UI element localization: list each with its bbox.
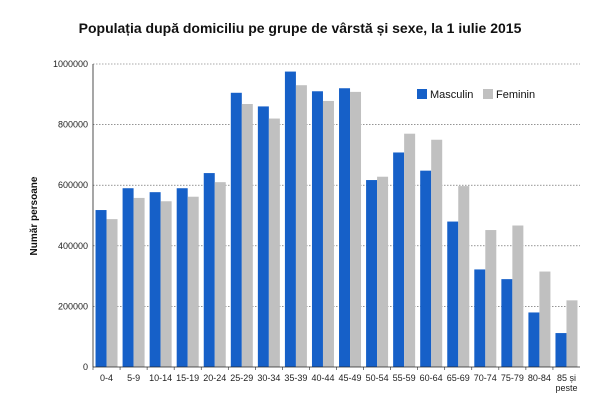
y-tick-label: 800000 <box>58 120 88 130</box>
bar-feminin-10 <box>377 176 389 367</box>
bar-feminin-13 <box>458 186 470 367</box>
bar-masculin-13 <box>447 221 459 367</box>
bar-masculin-14 <box>474 269 486 367</box>
bar-masculin-17 <box>555 333 567 367</box>
legend-label-feminin: Feminin <box>496 89 535 101</box>
x-tick-label: 40-44 <box>311 373 334 383</box>
legend-label-masculin: Masculin <box>430 89 473 101</box>
legend: Masculin Feminin <box>417 89 535 101</box>
bar-masculin-4 <box>203 173 215 367</box>
bar-feminin-8 <box>322 100 334 367</box>
y-tick-label: 600000 <box>58 180 88 190</box>
legend-swatch-masculin <box>417 89 427 99</box>
bar-masculin-11 <box>393 152 405 367</box>
bar-masculin-10 <box>366 180 378 367</box>
x-tick-label: 85 și peste <box>555 373 577 393</box>
y-tick-label: 400000 <box>58 241 88 251</box>
bar-feminin-4 <box>214 182 226 367</box>
x-tick-label: 35-39 <box>284 373 307 383</box>
y-tick-label: 1000000 <box>53 59 88 69</box>
x-tick-label: 55-59 <box>393 373 416 383</box>
bar-masculin-3 <box>176 188 188 367</box>
chart-title: Populația după domiciliu pe grupe de vâr… <box>78 20 522 36</box>
bar-feminin-17 <box>566 300 578 367</box>
x-tick-label: 80-84 <box>528 373 551 383</box>
y-tick-label: 200000 <box>58 301 88 311</box>
bar-masculin-6 <box>257 106 269 368</box>
y-tick-labels: 0 200000 400000 600000 800000 1000000 <box>53 59 88 372</box>
x-tick-label: 15-19 <box>176 373 199 383</box>
bar-feminin-11 <box>404 133 416 367</box>
x-tick-label: 45-49 <box>339 373 362 383</box>
x-tick-label: 75-79 <box>501 373 524 383</box>
bar-feminin-6 <box>268 118 280 367</box>
x-tick-label: 10-14 <box>149 373 172 383</box>
y-tick-label: 0 <box>83 362 88 372</box>
x-tick-label: 70-74 <box>474 373 497 383</box>
bar-feminin-14 <box>485 230 497 367</box>
bar-feminin-0 <box>106 219 118 367</box>
x-tick-label: 5-9 <box>127 373 140 383</box>
x-tick-label: 50-54 <box>366 373 389 383</box>
x-tick-labels: 0-4 5-9 10-14 15-19 20-24 25-29 30-34 35-39 40-4… <box>100 373 577 393</box>
x-tick-label: 30-34 <box>257 373 280 383</box>
bar-feminin-16 <box>539 271 551 367</box>
bar-feminin-7 <box>295 85 307 368</box>
bar-feminin-12 <box>431 139 443 367</box>
x-tick-label: 0-4 <box>100 373 113 383</box>
bar-masculin-0 <box>95 210 107 367</box>
x-tick-label: 20-24 <box>203 373 226 383</box>
bar-masculin-9 <box>339 88 351 368</box>
legend-swatch-feminin <box>483 89 493 99</box>
bar-feminin-1 <box>133 197 145 367</box>
y-axis-label: Număr persoane <box>29 176 40 255</box>
x-tick-label: 60-64 <box>420 373 443 383</box>
bar-masculin-12 <box>420 170 432 367</box>
bar-masculin-5 <box>230 92 242 367</box>
x-tick-label: 65-69 <box>447 373 470 383</box>
axes <box>92 64 580 370</box>
bar-masculin-1 <box>122 188 134 367</box>
bar-feminin-3 <box>187 196 199 367</box>
bar-feminin-9 <box>350 91 362 367</box>
bar-masculin-8 <box>311 91 323 368</box>
grid-lines <box>93 63 580 307</box>
x-tick-label: 25-29 <box>230 373 253 383</box>
bar-masculin-15 <box>501 279 513 367</box>
bars <box>95 71 578 368</box>
bar-feminin-5 <box>241 103 253 367</box>
bar-masculin-16 <box>528 312 540 367</box>
bar-feminin-15 <box>512 225 524 367</box>
bar-masculin-2 <box>149 192 161 367</box>
bar-feminin-2 <box>160 201 172 367</box>
bar-masculin-7 <box>284 71 296 367</box>
